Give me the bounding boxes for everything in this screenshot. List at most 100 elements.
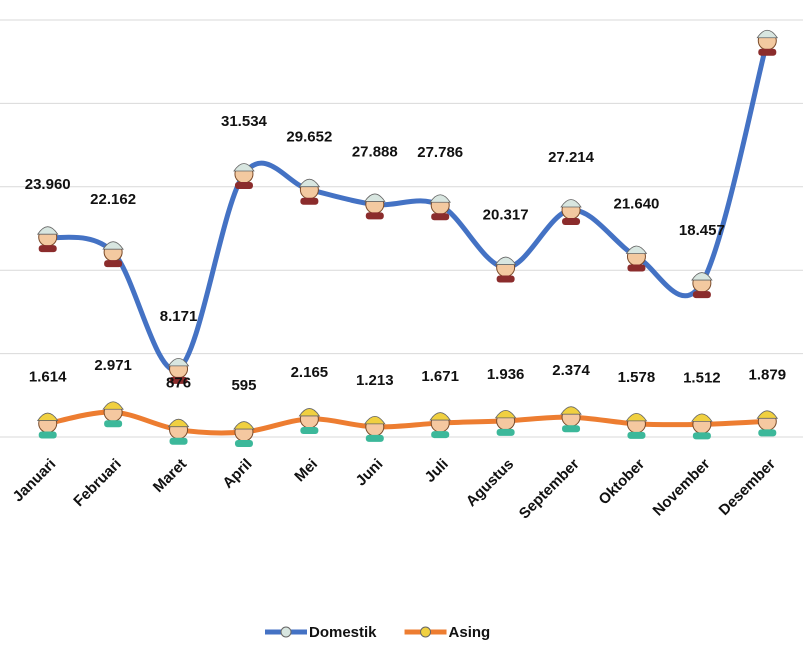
marker-body: [39, 432, 57, 439]
marker-body: [300, 198, 318, 205]
marker-body: [627, 265, 645, 272]
x-tick-label: Juli: [422, 456, 452, 486]
marker-body: [366, 212, 384, 219]
marker-hair: [169, 419, 189, 427]
x-tick-label: September: [516, 456, 583, 523]
marker-hair: [103, 402, 123, 410]
point-marker: [561, 200, 581, 226]
marker-body: [39, 245, 57, 252]
point-marker: [234, 164, 254, 190]
marker-hair: [365, 194, 385, 202]
marker-hair: [38, 227, 58, 235]
marker-body: [366, 435, 384, 442]
data-label: 1.512: [683, 369, 721, 386]
point-marker: [496, 410, 516, 436]
data-label: 876: [166, 375, 191, 392]
point-marker: [38, 227, 58, 253]
data-label: 27.786: [417, 144, 463, 161]
marker-body: [300, 427, 318, 434]
data-label: 1.578: [618, 369, 656, 386]
point-marker: [430, 195, 450, 221]
marker-body: [693, 291, 711, 298]
marker-hair: [496, 257, 516, 265]
data-label: 27.214: [548, 149, 595, 166]
point-marker: [299, 408, 319, 434]
data-label: 20.317: [483, 207, 529, 224]
marker-hair: [626, 413, 646, 421]
x-tick-label: Oktober: [595, 456, 648, 509]
point-marker: [299, 179, 319, 205]
data-label: 27.888: [352, 143, 398, 160]
x-tick-label: Desember: [716, 456, 779, 519]
point-marker: [365, 194, 385, 220]
marker-hair: [496, 410, 516, 418]
data-label: 2.165: [291, 364, 329, 381]
data-label: 1.879: [749, 366, 787, 383]
marker-body: [235, 182, 253, 189]
marker-body: [431, 213, 449, 220]
page: {"chart_data": {"type": "line", "categor…: [0, 0, 803, 647]
data-label: 23.960: [25, 176, 71, 193]
marker-body: [758, 49, 776, 56]
data-label: 2.374: [552, 362, 590, 379]
marker-hair: [103, 242, 123, 250]
x-tick-label: Mei: [291, 456, 321, 486]
point-marker: [103, 402, 123, 428]
marker-body: [104, 260, 122, 267]
point-marker: [692, 414, 712, 440]
data-label: 8.171: [160, 308, 198, 325]
data-label: 2.971: [94, 357, 132, 374]
marker-hair: [299, 179, 319, 187]
marker-hair: [561, 200, 581, 208]
marker-hair: [430, 195, 450, 203]
marker-hair: [626, 246, 646, 254]
series-line: [48, 412, 768, 433]
x-tick-label: Januari: [10, 456, 60, 506]
marker-body: [235, 440, 253, 447]
data-label: 595: [231, 377, 256, 394]
point-marker: [626, 413, 646, 439]
data-label: 1.671: [421, 368, 459, 385]
point-marker: [38, 413, 58, 439]
point-marker: [626, 246, 646, 272]
marker-body: [170, 438, 188, 445]
marker-hair: [430, 413, 450, 421]
legend-marker: [281, 627, 291, 637]
legend-marker: [421, 627, 431, 637]
marker-hair: [757, 411, 777, 419]
marker-body: [562, 425, 580, 432]
marker-body: [693, 432, 711, 439]
point-marker: [692, 273, 712, 299]
marker-body: [627, 432, 645, 439]
marker-body: [497, 276, 515, 283]
legend-label: Domestik: [309, 624, 377, 641]
x-tick-label: Juni: [353, 456, 387, 490]
data-label: 18.457: [679, 222, 725, 239]
x-tick-label: Agustus: [463, 456, 517, 510]
chart: JanuariFebruari Maret April Mei Juni Juli Agus…: [0, 0, 803, 647]
point-marker: [365, 416, 385, 442]
x-tick-label: Maret: [150, 456, 190, 496]
data-label: 31.534: [221, 113, 268, 130]
data-label: 22.162: [90, 191, 136, 208]
data-label: 1.936: [487, 366, 525, 383]
point-marker: [757, 30, 777, 56]
marker-hair: [692, 414, 712, 422]
point-marker: [430, 413, 450, 439]
x-tick-label: April: [219, 456, 255, 492]
marker-body: [431, 431, 449, 438]
marker-body: [758, 429, 776, 436]
x-tick-label: Februari: [70, 456, 124, 510]
x-tick-label: November: [650, 455, 714, 519]
point-marker: [169, 419, 189, 445]
point-marker: [757, 411, 777, 437]
data-label: 1.213: [356, 372, 394, 389]
point-marker: [103, 242, 123, 268]
point-marker: [496, 257, 516, 283]
marker-body: [104, 420, 122, 427]
marker-hair: [757, 30, 777, 38]
data-label: 1.614: [29, 369, 67, 386]
marker-body: [562, 218, 580, 225]
data-label: 29.652: [286, 129, 332, 146]
